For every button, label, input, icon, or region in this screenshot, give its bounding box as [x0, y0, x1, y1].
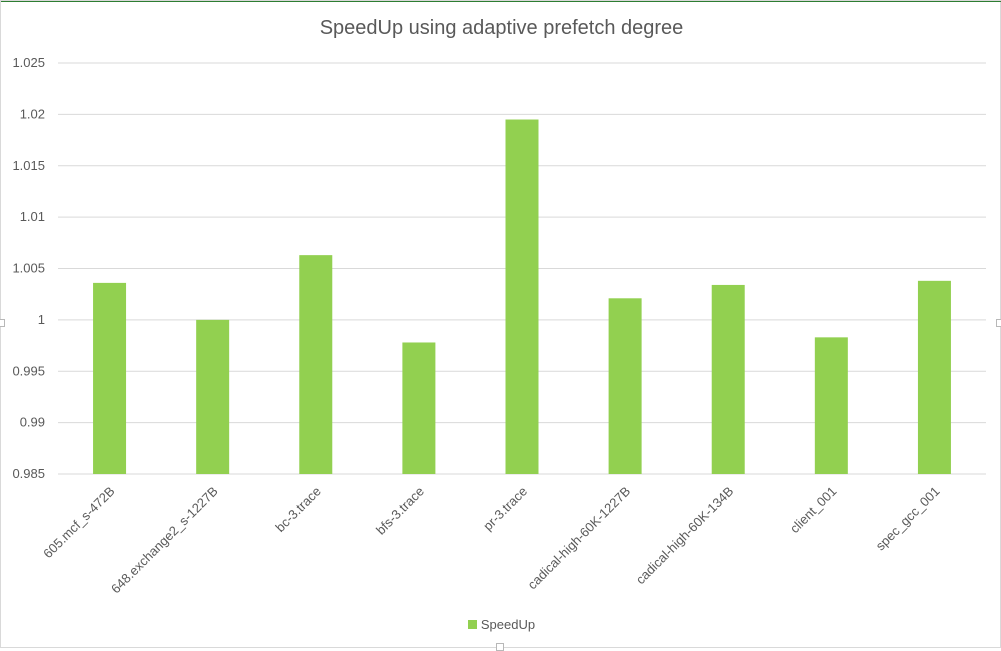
y-tick-label: 1.005 — [12, 261, 45, 276]
y-tick-label: 1.025 — [12, 55, 45, 70]
x-tick-label: 648.exchange2_s-1227B — [108, 484, 221, 597]
selection-border — [1, 1, 1001, 2]
x-tick-label: bc-3.trace — [272, 484, 323, 535]
resize-handle-bottom[interactable] — [496, 643, 504, 651]
resize-handle-right[interactable] — [996, 319, 1001, 327]
x-tick-label: client_001 — [787, 484, 840, 537]
y-tick-label: 0.995 — [12, 363, 45, 378]
bar — [711, 284, 745, 474]
bar — [505, 119, 539, 474]
chart-title: SpeedUp using adaptive prefetch degree — [319, 17, 684, 39]
legend-label: SpeedUp — [480, 617, 536, 632]
y-tick-label: 1.01 — [20, 209, 45, 224]
bar — [196, 319, 230, 474]
x-tick-label: bfs-3.trace — [373, 484, 427, 538]
bar — [917, 280, 951, 474]
x-tick-label: cadical-high-60K-1227B — [525, 484, 634, 593]
bar — [402, 342, 436, 474]
legend-swatch — [467, 620, 477, 629]
x-tick-label: pr-3.trace — [480, 484, 530, 534]
y-tick-label: 0.985 — [12, 466, 45, 481]
bar — [608, 298, 642, 474]
y-tick-label: 1 — [38, 312, 45, 327]
x-tick-label: cadical-high-60K-134B — [633, 484, 737, 588]
x-tick-label: 605.mcf_s-472B — [40, 484, 118, 562]
legend: SpeedUp — [1, 617, 1001, 632]
bar — [93, 282, 127, 474]
y-tick-label: 1.015 — [12, 158, 45, 173]
bar — [814, 337, 848, 474]
bar — [299, 255, 333, 474]
resize-handle-left[interactable] — [0, 319, 5, 327]
x-tick-label: spec_gcc_001 — [873, 484, 943, 554]
y-tick-label: 0.99 — [20, 415, 45, 430]
y-tick-label: 1.02 — [20, 106, 45, 121]
plot-area: 0.985 0.99 0.995 1 1.005 1.01 1.015 1.02 1.025 60… — [12, 55, 986, 597]
